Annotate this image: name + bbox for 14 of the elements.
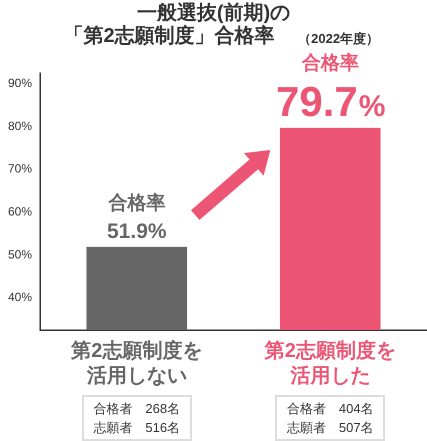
y-tick-label: 40% bbox=[8, 290, 32, 304]
y-tick-label: 70% bbox=[8, 162, 32, 176]
text: 合格者 404名志願者 507名 bbox=[286, 400, 375, 437]
text: 合格者 268名志願者 516名 bbox=[92, 400, 182, 437]
data-label: 合格率 79.7% bbox=[276, 52, 386, 125]
y-tick-label: 50% bbox=[8, 247, 32, 262]
data-label: 合格率 51.9% bbox=[106, 192, 167, 243]
y-tick-label: 80% bbox=[8, 118, 32, 133]
x-tick-label: 第2志願制度を活用した bbox=[264, 339, 396, 388]
chart-subtitle: （2022年度） bbox=[298, 31, 380, 47]
y-tick-label: 90% bbox=[8, 76, 32, 90]
chart-title: 一般選抜(前期)の「第2志願制度」合格率 bbox=[63, 2, 290, 48]
y-tick-label: 60% bbox=[8, 204, 32, 219]
x-tick-label: 第2志願制度を活用しない bbox=[70, 339, 202, 388]
